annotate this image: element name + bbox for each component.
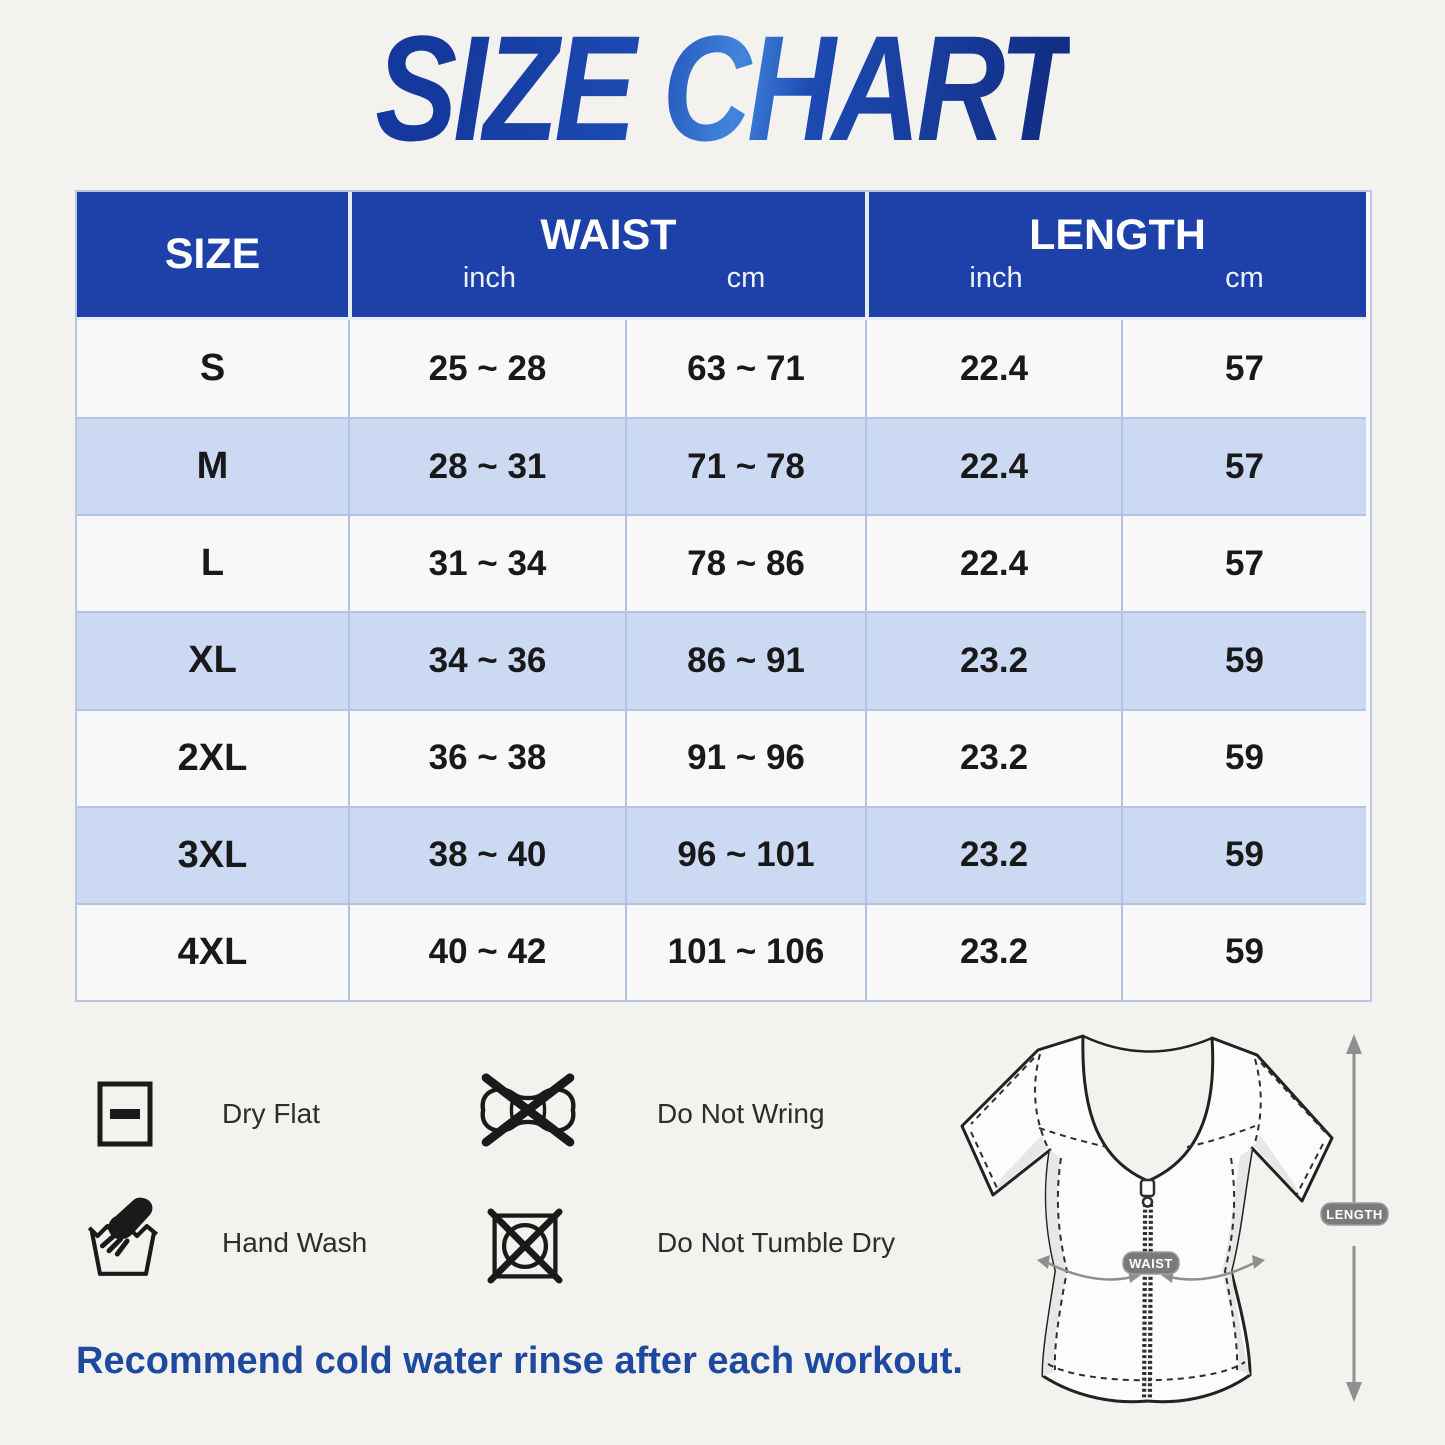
length-pill-label: LENGTH <box>1326 1207 1382 1222</box>
cell-size: 2XL <box>77 708 348 806</box>
cell-waist-cm: 86 ~ 91 <box>625 611 865 709</box>
waist-unit-inch: inch <box>462 261 517 294</box>
waist-units-row: inch cm <box>352 262 865 295</box>
care-item-dry-flat: Dry Flat <box>97 1081 517 1151</box>
length-unit-inch: inch <box>969 261 1023 294</box>
cell-size: XL <box>77 611 348 709</box>
column-header-size: SIZE <box>77 192 348 320</box>
cell-size: 4XL <box>77 902 348 1000</box>
cell-length-inch: 23.2 <box>865 805 1121 903</box>
page-title: SIZE CHART <box>375 4 1074 172</box>
cell-waist-inch: 31 ~ 34 <box>348 514 625 612</box>
cell-waist-inch: 25 ~ 28 <box>348 320 625 418</box>
page-title-wrap: SIZE CHART <box>0 4 1445 172</box>
cell-length-inch: 23.2 <box>865 708 1121 806</box>
cell-length-cm: 59 <box>1121 902 1366 1000</box>
waist-header-label: WAIST <box>540 211 677 260</box>
hand-wash-icon <box>87 1197 159 1276</box>
waist-pill: WAIST <box>1122 1251 1180 1275</box>
cell-length-inch: 23.2 <box>865 611 1121 709</box>
size-table: SIZE WAIST inch cm LENGTH inch cm S 25 ~… <box>75 190 1372 1002</box>
care-item-do-not-wring: Do Not Wring <box>477 1071 937 1151</box>
cell-waist-inch: 28 ~ 31 <box>348 417 625 515</box>
footer-note: Recommend cold water rinse after each wo… <box>76 1340 963 1382</box>
cell-length-cm: 59 <box>1121 708 1366 806</box>
length-pill: LENGTH <box>1320 1202 1389 1226</box>
care-item-hand-wash: Hand Wash <box>86 1193 506 1283</box>
cell-length-cm: 57 <box>1121 320 1366 418</box>
do-not-wring-icon <box>480 1073 576 1147</box>
waist-unit-cm: cm <box>726 261 766 294</box>
cell-waist-inch: 40 ~ 42 <box>348 902 625 1000</box>
cell-size: 3XL <box>77 805 348 903</box>
do-not-tumble-dry-icon <box>487 1208 563 1284</box>
waist-pill-label: WAIST <box>1129 1256 1173 1271</box>
cell-size: M <box>77 417 348 515</box>
length-units-row: inch cm <box>869 262 1366 295</box>
cell-waist-cm: 78 ~ 86 <box>625 514 865 612</box>
cell-length-inch: 22.4 <box>865 417 1121 515</box>
length-header-label: LENGTH <box>1029 211 1206 260</box>
length-unit-cm: cm <box>1225 261 1264 294</box>
zipper <box>1139 1178 1156 1400</box>
care-label: Dry Flat <box>222 1098 320 1129</box>
cell-length-inch: 22.4 <box>865 320 1121 418</box>
column-header-waist: WAIST inch cm <box>348 192 865 320</box>
cell-length-inch: 22.4 <box>865 514 1121 612</box>
cell-size: S <box>77 320 348 418</box>
cell-length-cm: 57 <box>1121 417 1366 515</box>
care-label: Hand Wash <box>222 1227 368 1258</box>
dry-flat-icon <box>97 1081 153 1147</box>
cell-length-inch: 23.2 <box>865 902 1121 1000</box>
cell-length-cm: 59 <box>1121 611 1366 709</box>
care-item-do-not-tumble-dry: Do Not Tumble Dry <box>486 1208 946 1288</box>
cell-waist-cm: 101 ~ 106 <box>625 902 865 1000</box>
column-header-length: LENGTH inch cm <box>865 192 1366 320</box>
cell-waist-cm: 91 ~ 96 <box>625 708 865 806</box>
cell-size: L <box>77 514 348 612</box>
care-label: Do Not Tumble Dry <box>657 1227 896 1258</box>
cell-length-cm: 59 <box>1121 805 1366 903</box>
cell-length-cm: 57 <box>1121 514 1366 612</box>
cell-waist-cm: 63 ~ 71 <box>625 320 865 418</box>
cell-waist-inch: 36 ~ 38 <box>348 708 625 806</box>
cell-waist-inch: 34 ~ 36 <box>348 611 625 709</box>
cell-waist-cm: 71 ~ 78 <box>625 417 865 515</box>
care-label: Do Not Wring <box>657 1098 825 1129</box>
cell-waist-cm: 96 ~ 101 <box>625 805 865 903</box>
waist-arrows <box>1044 1260 1258 1281</box>
garment-measurement-diagram: WAIST LENGTH <box>960 1034 1389 1404</box>
length-arrow <box>1346 1034 1362 1402</box>
cell-waist-inch: 38 ~ 40 <box>348 805 625 903</box>
